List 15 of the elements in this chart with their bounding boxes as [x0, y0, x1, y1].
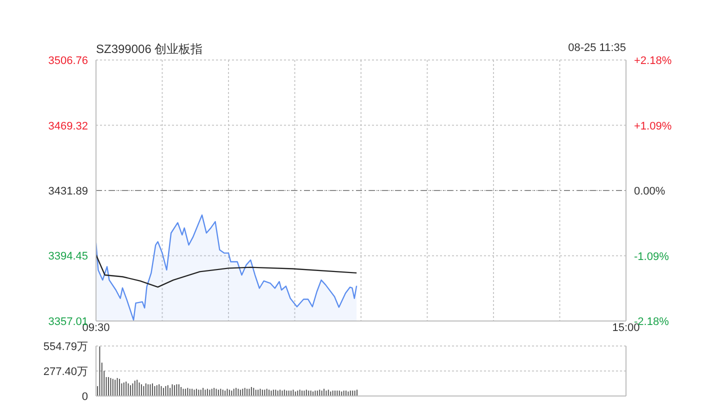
y-tick-label: 3506.76: [48, 55, 88, 67]
text: 08-25 11:35: [568, 42, 626, 54]
y-tick-label: 3469.32: [48, 120, 88, 132]
y2-tick-label: -1.09%: [634, 250, 670, 263]
y2-tick-label: 0.00%: [634, 186, 666, 198]
y-tick-label: 3431.89: [48, 185, 88, 198]
y2-tick-label: +2.18%: [634, 55, 672, 67]
y2-tick-label: +1.09%: [634, 120, 672, 132]
y-tick-label: 277.40万: [43, 366, 88, 378]
chart-title: SZ399006 创业板指: [96, 41, 203, 58]
y-tick-label: 3394.45: [48, 250, 88, 263]
y-tick-label: 554.79万: [43, 341, 88, 353]
x-tick-label: 09:30: [82, 322, 110, 334]
line-series: [96, 254, 358, 288]
y-tick-label: 0: [82, 391, 88, 401]
